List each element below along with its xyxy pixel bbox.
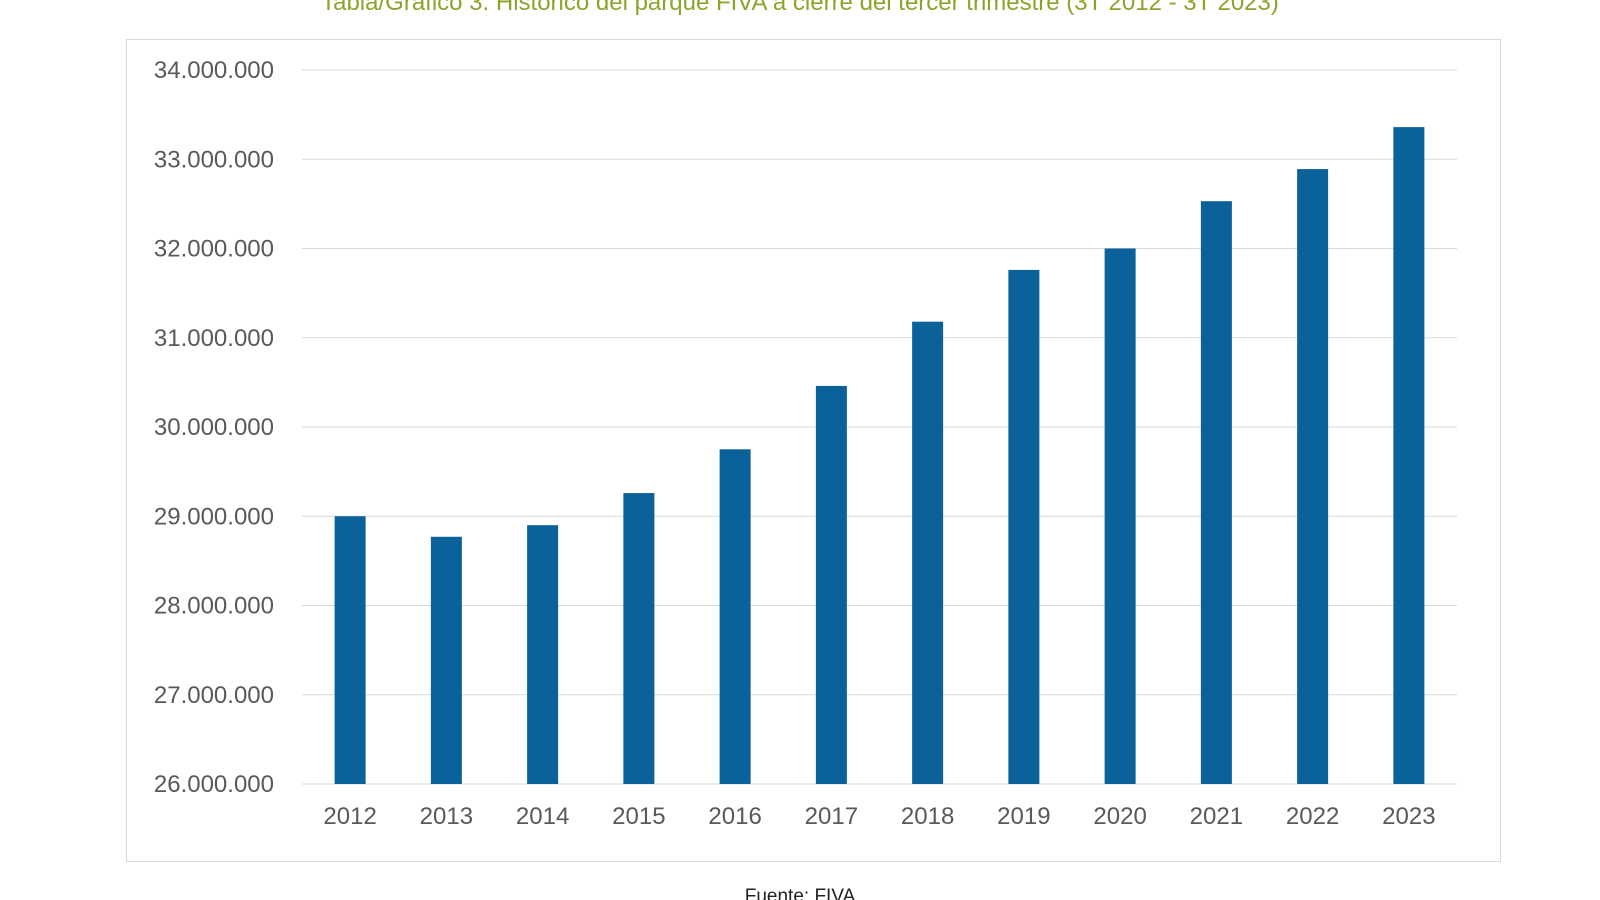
- gridlines: [302, 69, 1457, 785]
- x-tick-label: 2014: [516, 803, 569, 830]
- x-tick-label: 2017: [805, 803, 858, 830]
- bars: [334, 127, 1425, 785]
- bar-2012: [334, 516, 366, 784]
- bar-2016: [719, 449, 751, 784]
- bar-2023: [1393, 127, 1425, 785]
- bar-2018: [912, 321, 944, 784]
- bar-2021: [1200, 201, 1232, 784]
- y-tick-label: 26.000.000: [154, 771, 274, 798]
- chart-title: Tabla/Gráfico 3. Histórico del parque FI…: [321, 0, 1279, 16]
- source-note: Fuente: FIVA: [744, 886, 856, 900]
- x-tick-label: 2022: [1286, 803, 1339, 830]
- bar-2013: [430, 536, 462, 784]
- chart-frame: 26.000.000 27.000.000 28.000.000 29.000.000…: [126, 39, 1501, 862]
- x-tick-label: 2015: [612, 803, 665, 830]
- bar-2019: [1008, 269, 1040, 784]
- x-tick-label: 2021: [1190, 803, 1243, 830]
- bar-2020: [1104, 248, 1136, 784]
- bar-2015: [623, 493, 655, 784]
- x-tick-label: 2016: [708, 803, 761, 830]
- x-tick-label: 2020: [1093, 803, 1146, 830]
- bar-2022: [1297, 169, 1329, 784]
- x-tick-label: 2018: [901, 803, 954, 830]
- y-tick-label: 27.000.000: [154, 682, 274, 709]
- y-tick-label: 28.000.000: [154, 593, 274, 620]
- bar-chart: 26.000.000 27.000.000 28.000.000 29.000.000…: [154, 57, 1457, 830]
- y-tick-label: 31.000.000: [154, 325, 274, 352]
- x-axis-tick-labels: 2012 2013 2014 2015 2016 2017 2018 2019 2020 2021…: [323, 803, 1435, 830]
- y-axis-tick-labels: 26.000.000 27.000.000 28.000.000 29.000.000…: [154, 57, 274, 798]
- x-tick-label: 2023: [1382, 803, 1435, 830]
- x-tick-label: 2012: [323, 803, 376, 830]
- y-tick-label: 33.000.000: [154, 146, 274, 173]
- bar-2017: [815, 385, 847, 784]
- y-tick-label: 30.000.000: [154, 414, 274, 441]
- x-tick-label: 2019: [997, 803, 1050, 830]
- y-tick-label: 29.000.000: [154, 503, 274, 530]
- x-tick-label: 2013: [420, 803, 473, 830]
- y-tick-label: 34.000.000: [154, 57, 274, 84]
- y-tick-label: 32.000.000: [154, 236, 274, 263]
- bar-2014: [527, 525, 559, 784]
